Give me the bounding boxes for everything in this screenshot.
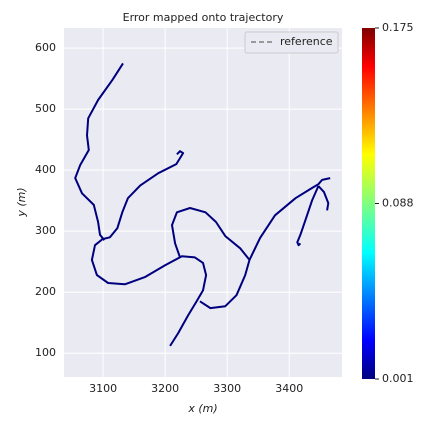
legend-label: reference [280, 35, 333, 48]
colorbar-tick-label: 0.088 [382, 197, 414, 210]
y-tick-label: 300 [35, 224, 56, 237]
x-tick-label: 3400 [275, 382, 303, 395]
colorbar [362, 28, 375, 379]
y-tick-label: 500 [35, 102, 56, 115]
x-tick-label: 3300 [213, 382, 241, 395]
y-tick-label: 100 [35, 346, 56, 359]
x-axis-label: x (m) [187, 402, 217, 415]
y-tick-label: 400 [35, 163, 56, 176]
legend [244, 31, 339, 54]
trajectory-line [74, 62, 331, 347]
y-tick-label: 600 [35, 41, 56, 54]
x-tick-label: 3200 [151, 382, 179, 395]
colorbar-tick-label: 0.175 [382, 21, 414, 34]
chart-title: Error mapped onto trajectory [123, 11, 284, 24]
y-tick-label: 200 [35, 285, 56, 298]
plot-area [64, 28, 342, 377]
lines [74, 62, 331, 347]
x-tick-label: 3100 [89, 382, 117, 395]
y-axis-label: y (m) [15, 187, 28, 217]
colorbar-tick-label: 0.001 [382, 372, 414, 385]
